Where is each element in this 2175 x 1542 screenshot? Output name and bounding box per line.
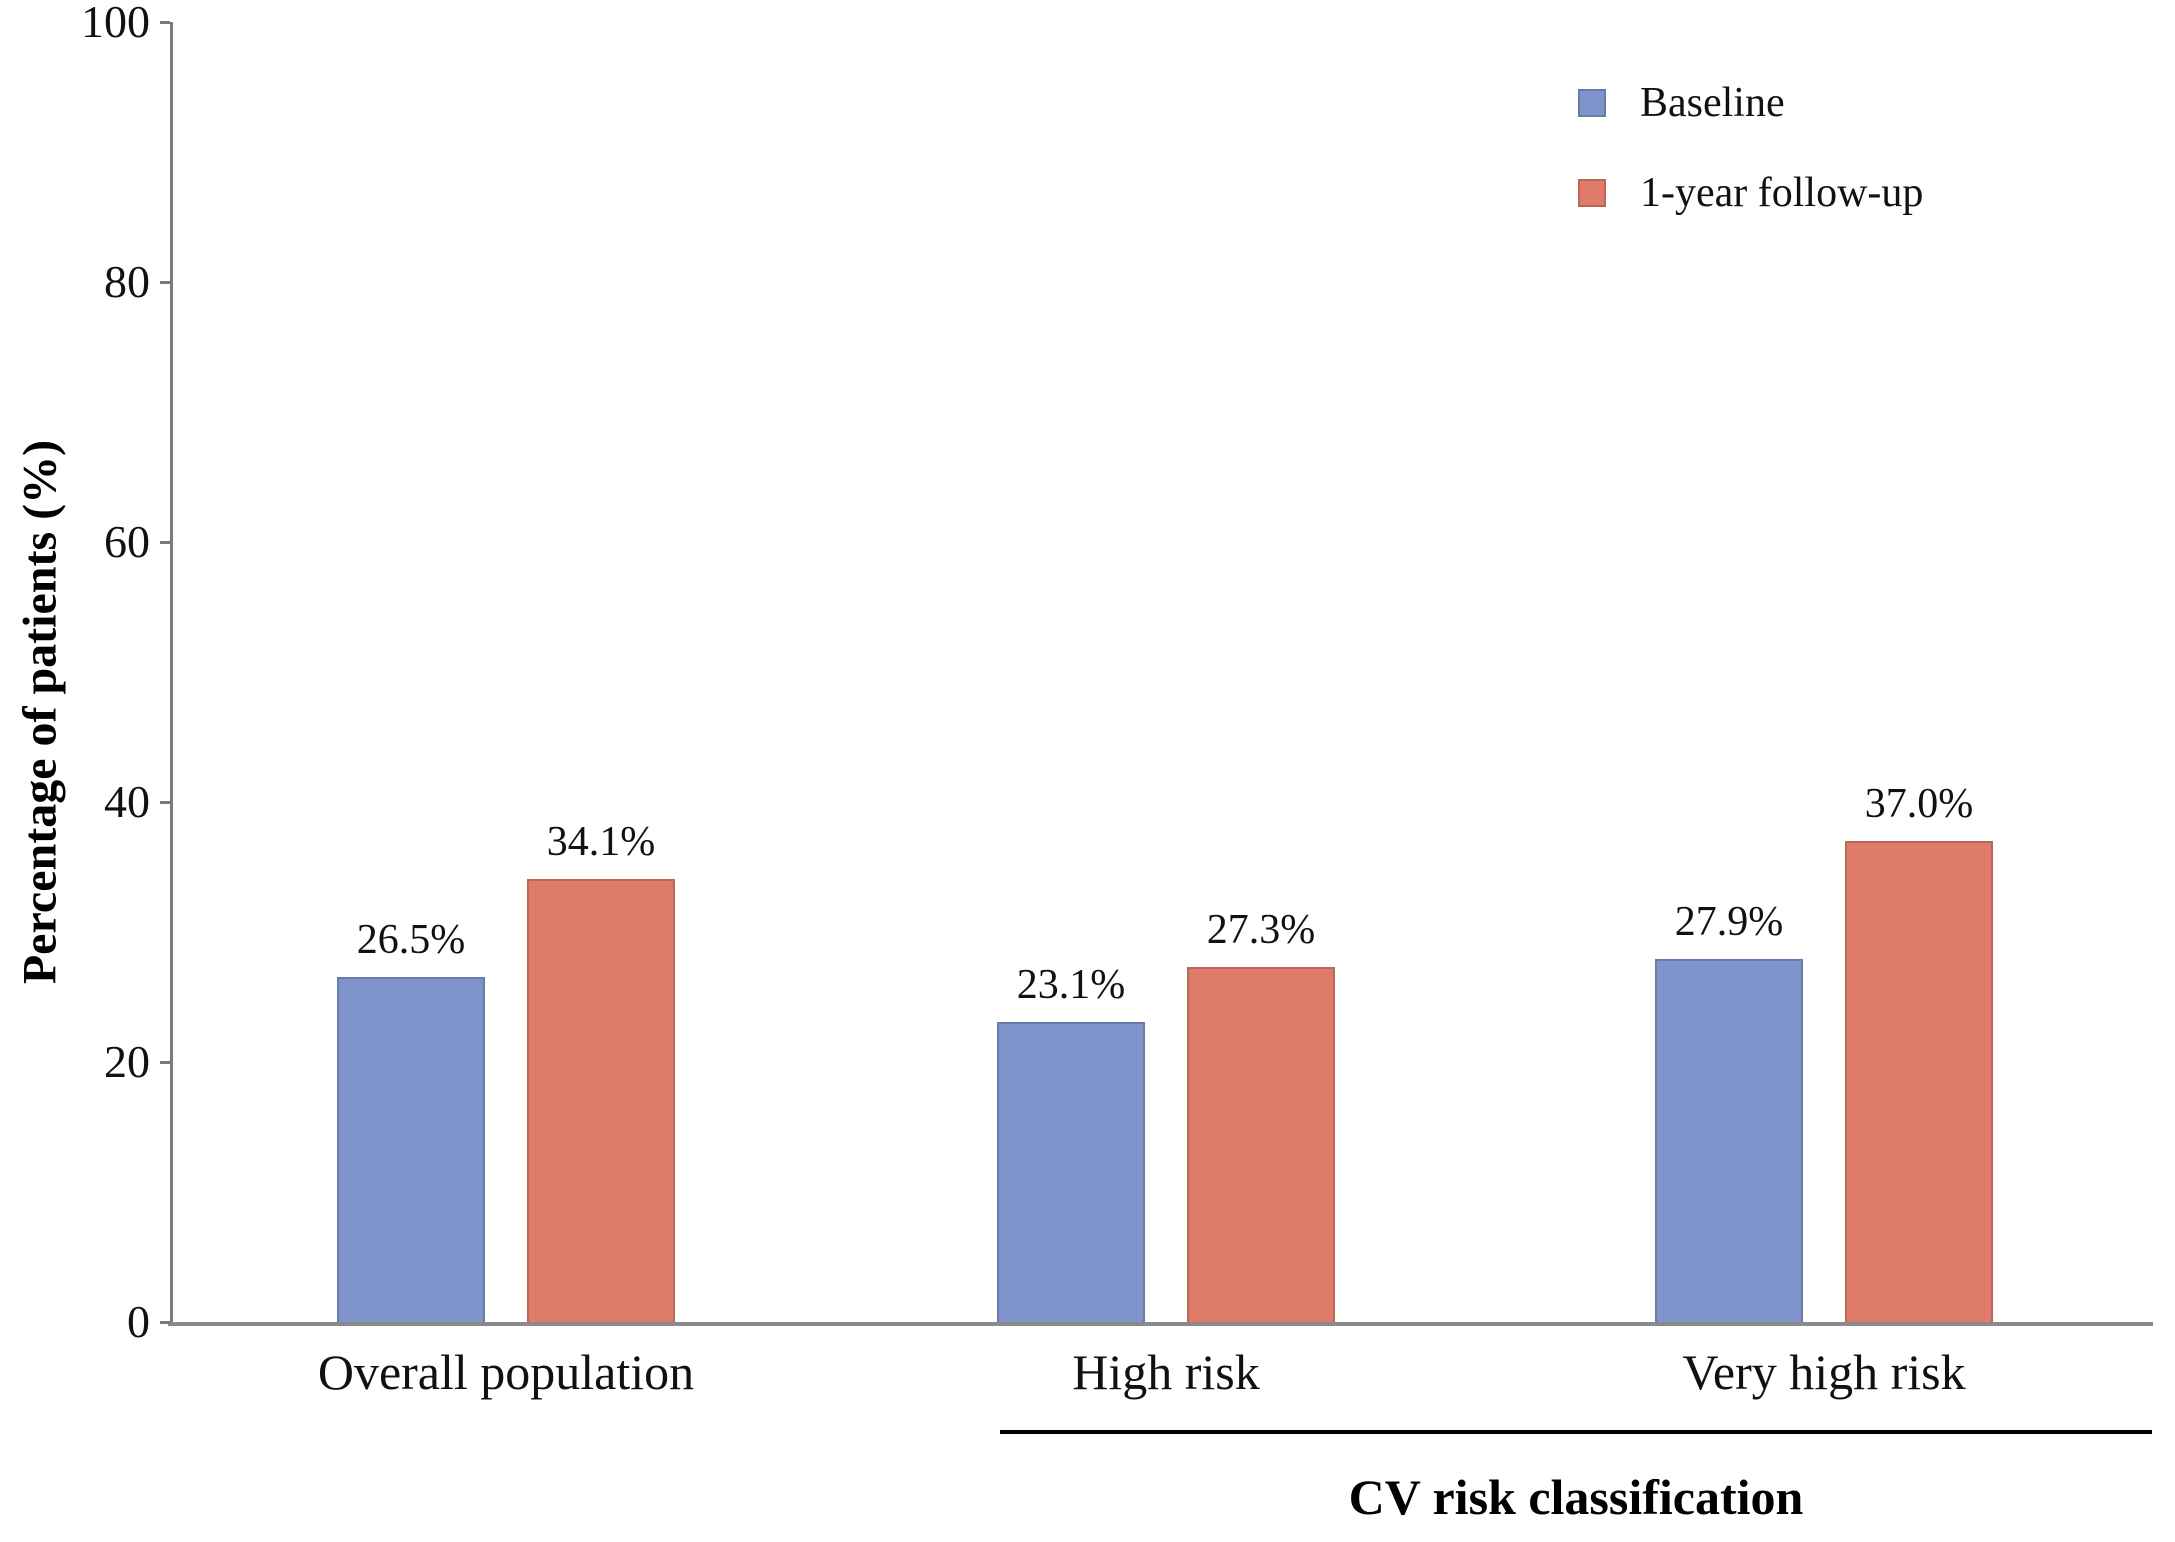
bar-group-high-risk: 23.1% 27.3%: [997, 22, 1335, 1322]
y-tick-20: [160, 1061, 170, 1064]
legend-swatch-1-year-follow-up: [1578, 179, 1606, 207]
bar-1-year-follow-up-overall-population: [527, 879, 675, 1322]
value-label-baseline-high-risk: 23.1%: [1016, 962, 1126, 1008]
y-tick-60: [160, 541, 170, 544]
legend-swatch-baseline: [1578, 89, 1606, 117]
y-tick-100: [160, 21, 170, 24]
y-tick-label-100: 100: [81, 0, 150, 47]
category-label-overall-population: Overall population: [317, 1344, 695, 1400]
legend-item-baseline: Baseline: [1578, 58, 1923, 148]
bar-1-year-follow-up-high-risk: [1187, 967, 1335, 1322]
value-label-1-year-follow-up-overall-population: 34.1%: [546, 819, 656, 865]
x-axis-title: CV risk classification: [1348, 1469, 1804, 1525]
y-axis-line: [170, 22, 173, 1326]
bar-baseline-overall-population: [337, 977, 485, 1322]
value-label-baseline-very-high-risk: 27.9%: [1674, 899, 1784, 945]
y-tick-label-40: 40: [104, 776, 150, 827]
bar-baseline-very-high-risk: [1655, 959, 1803, 1322]
y-tick-label-20: 20: [104, 1036, 150, 1087]
y-tick-label-60: 60: [104, 516, 150, 567]
bar-1-year-follow-up-very-high-risk: [1845, 841, 1993, 1322]
legend-item-1-year-follow-up: 1-year follow-up: [1578, 148, 1923, 238]
plot-area: 26.5% 34.1% 23.1% 27.3% 27.9% 37.0%: [173, 22, 2153, 1322]
y-tick-label-0: 0: [127, 1296, 150, 1347]
bar-baseline-high-risk: [997, 1022, 1145, 1322]
legend-label-baseline: Baseline: [1640, 80, 1785, 126]
category-label-high-risk: High risk: [1072, 1344, 1260, 1400]
y-tick-0: [160, 1321, 170, 1324]
bar-group-overall-population: 26.5% 34.1%: [337, 22, 675, 1322]
legend-label-1-year-follow-up: 1-year follow-up: [1640, 170, 1924, 216]
bar-group-very-high-risk: 27.9% 37.0%: [1655, 22, 1993, 1322]
category-label-very-high-risk: Very high risk: [1682, 1344, 1966, 1400]
value-label-1-year-follow-up-very-high-risk: 37.0%: [1864, 781, 1974, 827]
legend: Baseline 1-year follow-up: [1578, 58, 1923, 238]
y-tick-label-80: 80: [104, 256, 150, 307]
x-axis-line: [168, 1322, 2153, 1326]
value-label-baseline-overall-population: 26.5%: [356, 917, 466, 963]
y-tick-40: [160, 801, 170, 804]
value-label-1-year-follow-up-high-risk: 27.3%: [1206, 907, 1316, 953]
y-tick-80: [160, 281, 170, 284]
x-axis-underline: [1000, 1430, 2152, 1434]
